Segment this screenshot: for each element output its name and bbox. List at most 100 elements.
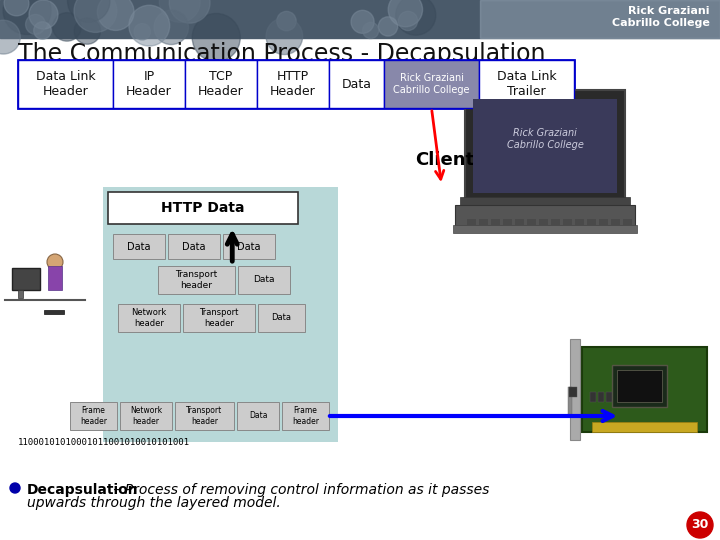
Text: Decapsulation: Decapsulation — [27, 483, 139, 497]
Circle shape — [34, 22, 51, 39]
Bar — [455, 205, 635, 227]
Text: Network
header: Network header — [131, 308, 166, 328]
Bar — [453, 225, 637, 233]
Circle shape — [379, 17, 397, 36]
Text: IP
Header: IP Header — [126, 70, 172, 98]
Circle shape — [363, 22, 379, 38]
Bar — [539, 219, 548, 225]
Bar — [238, 266, 290, 294]
Circle shape — [74, 18, 101, 44]
Text: Data: Data — [127, 241, 150, 252]
Text: Client: Client — [415, 151, 474, 169]
Circle shape — [74, 0, 117, 32]
Bar — [599, 219, 608, 225]
Bar — [185, 60, 257, 108]
Bar — [568, 387, 572, 417]
Bar — [158, 266, 235, 294]
Bar — [479, 60, 574, 108]
Circle shape — [192, 14, 240, 62]
Circle shape — [68, 0, 110, 22]
Text: 11000101010001011001010010101001: 11000101010001011001010010101001 — [18, 438, 190, 447]
Bar — [237, 402, 279, 430]
Text: The Communication Process - Decapsulation: The Communication Process - Decapsulatio… — [18, 42, 546, 66]
Circle shape — [26, 15, 45, 35]
Bar — [168, 234, 220, 259]
Text: Network
header: Network header — [130, 406, 162, 426]
Text: HTTP Data: HTTP Data — [161, 201, 245, 215]
Circle shape — [97, 0, 134, 30]
Bar — [282, 402, 329, 430]
Bar — [0, 0, 720, 38]
Bar — [590, 392, 596, 402]
Bar — [118, 304, 180, 332]
Bar — [587, 219, 596, 225]
Bar — [611, 219, 620, 225]
Text: Data: Data — [271, 314, 292, 322]
Text: Rick Graziani
Cabrillo College: Rick Graziani Cabrillo College — [507, 128, 583, 150]
Bar — [503, 219, 512, 225]
Bar — [479, 219, 488, 225]
Circle shape — [169, 0, 210, 23]
Text: Data: Data — [248, 411, 267, 421]
Circle shape — [0, 20, 20, 54]
Text: Data Link
Trailer: Data Link Trailer — [497, 70, 557, 98]
Text: Data: Data — [238, 241, 261, 252]
Text: Rick Graziani
Cabrillo College: Rick Graziani Cabrillo College — [393, 73, 469, 95]
Bar — [515, 219, 524, 225]
Circle shape — [4, 0, 29, 16]
Bar — [18, 290, 23, 298]
Bar — [108, 192, 298, 224]
Text: HTTP
Header: HTTP Header — [270, 70, 316, 98]
Bar — [103, 187, 338, 442]
Bar — [592, 422, 697, 432]
Text: Frame
header: Frame header — [292, 406, 319, 426]
Bar — [329, 60, 384, 108]
Bar — [623, 219, 632, 225]
Circle shape — [266, 18, 302, 55]
Circle shape — [53, 12, 81, 41]
Bar — [563, 219, 572, 225]
Circle shape — [388, 0, 423, 27]
Text: Data: Data — [341, 78, 372, 91]
Bar — [527, 219, 536, 225]
Text: 30: 30 — [691, 518, 708, 531]
Bar — [113, 234, 165, 259]
Circle shape — [396, 0, 436, 35]
Circle shape — [159, 0, 200, 22]
Bar — [113, 60, 185, 108]
Bar — [473, 99, 617, 193]
Text: Data: Data — [253, 275, 275, 285]
Bar — [384, 60, 479, 108]
Bar — [467, 219, 476, 225]
Bar — [48, 266, 62, 290]
Bar — [460, 197, 630, 207]
Circle shape — [29, 0, 58, 29]
Bar — [70, 402, 117, 430]
Bar — [258, 304, 305, 332]
Bar — [480, 0, 720, 38]
Bar — [612, 365, 667, 407]
Circle shape — [351, 10, 374, 33]
Circle shape — [687, 512, 713, 538]
Bar — [551, 219, 560, 225]
Bar — [183, 304, 255, 332]
Text: upwards through the layered model.: upwards through the layered model. — [27, 496, 281, 510]
Circle shape — [398, 11, 418, 31]
Bar — [570, 339, 580, 440]
Circle shape — [129, 5, 170, 46]
Bar — [465, 90, 625, 200]
Bar — [569, 387, 577, 397]
Bar — [491, 219, 500, 225]
Bar — [575, 219, 584, 225]
Circle shape — [134, 23, 150, 40]
Bar — [18, 60, 113, 108]
Text: Frame
header: Frame header — [80, 406, 107, 426]
Text: Data Link
Header: Data Link Header — [36, 70, 95, 98]
Bar — [175, 402, 234, 430]
Text: Transport
header: Transport header — [199, 308, 239, 328]
Bar — [257, 60, 329, 108]
Text: Transport
header: Transport header — [176, 271, 217, 289]
Circle shape — [47, 254, 63, 270]
Text: Data: Data — [182, 241, 206, 252]
Text: Cabrillo College: Cabrillo College — [612, 18, 710, 28]
